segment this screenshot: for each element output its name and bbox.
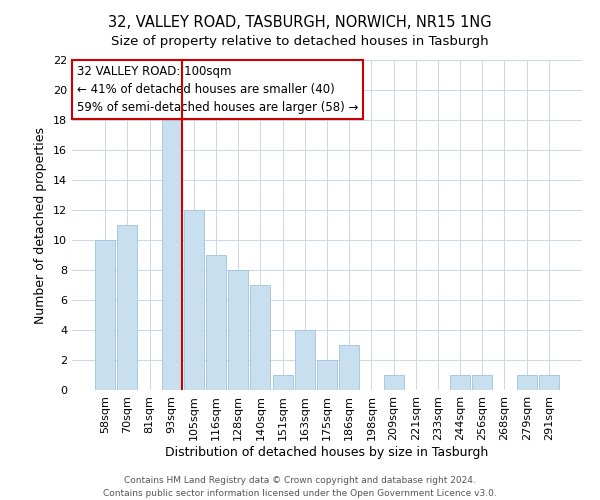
Y-axis label: Number of detached properties: Number of detached properties <box>34 126 47 324</box>
X-axis label: Distribution of detached houses by size in Tasburgh: Distribution of detached houses by size … <box>166 446 488 458</box>
Bar <box>272 375 293 390</box>
Bar <box>317 360 337 390</box>
Bar <box>339 345 359 390</box>
Bar <box>228 270 248 390</box>
Text: 32 VALLEY ROAD: 100sqm
← 41% of detached houses are smaller (40)
59% of semi-det: 32 VALLEY ROAD: 100sqm ← 41% of detached… <box>77 65 358 114</box>
Bar <box>95 240 115 390</box>
Bar <box>206 255 226 390</box>
Text: Size of property relative to detached houses in Tasburgh: Size of property relative to detached ho… <box>111 35 489 48</box>
Bar <box>118 225 137 390</box>
Bar <box>517 375 536 390</box>
Bar <box>472 375 492 390</box>
Bar <box>250 285 271 390</box>
Bar <box>450 375 470 390</box>
Text: Contains HM Land Registry data © Crown copyright and database right 2024.
Contai: Contains HM Land Registry data © Crown c… <box>103 476 497 498</box>
Bar <box>295 330 315 390</box>
Bar <box>184 210 204 390</box>
Bar <box>162 120 182 390</box>
Text: 32, VALLEY ROAD, TASBURGH, NORWICH, NR15 1NG: 32, VALLEY ROAD, TASBURGH, NORWICH, NR15… <box>108 15 492 30</box>
Bar <box>383 375 404 390</box>
Bar <box>539 375 559 390</box>
